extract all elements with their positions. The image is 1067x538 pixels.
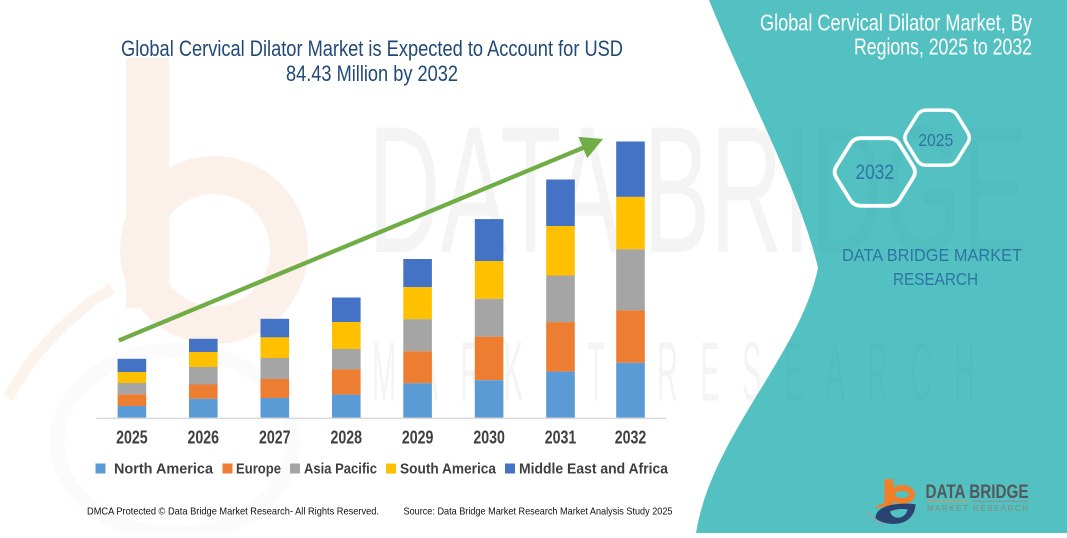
svg-text:Asia Pacific: Asia Pacific <box>304 461 377 478</box>
svg-text:Europe: Europe <box>236 461 281 478</box>
svg-text:DATA BRIDGE: DATA BRIDGE <box>926 482 1029 503</box>
svg-text:2032: 2032 <box>615 428 647 448</box>
svg-text:Global Cervical Dilator Market: Global Cervical Dilator Market is Expect… <box>121 36 623 61</box>
svg-text:2025: 2025 <box>116 428 148 448</box>
svg-text:2027: 2027 <box>259 428 291 448</box>
svg-text:South America: South America <box>400 461 497 478</box>
svg-text:2026: 2026 <box>188 428 220 448</box>
svg-text:2025: 2025 <box>918 130 953 150</box>
svg-text:MARKET RESEARCH: MARKET RESEARCH <box>927 504 1028 513</box>
svg-text:Global Cervical Dilator Market: Global Cervical Dilator Market, By <box>760 10 1032 36</box>
svg-text:2029: 2029 <box>402 428 434 448</box>
svg-text:2031: 2031 <box>545 428 577 448</box>
svg-text:DMCA Protected © Data Bridge M: DMCA Protected © Data Bridge Market Rese… <box>87 506 379 518</box>
svg-text:2028: 2028 <box>331 428 363 448</box>
svg-text:2030: 2030 <box>473 428 505 448</box>
svg-text:2032: 2032 <box>856 161 895 184</box>
svg-text:North America: North America <box>114 461 214 478</box>
svg-text:DATA BRIDGE MARKET: DATA BRIDGE MARKET <box>842 245 1022 265</box>
svg-text:RESEARCH: RESEARCH <box>893 269 978 289</box>
svg-text:Source: Data Bridge Market Res: Source: Data Bridge Market Research Mark… <box>404 506 673 518</box>
svg-text:Regions, 2025 to 2032: Regions, 2025 to 2032 <box>854 34 1032 60</box>
svg-text:Middle East and Africa: Middle East and Africa <box>519 461 669 478</box>
svg-text:84.43 Million by 2032: 84.43 Million by 2032 <box>286 61 458 86</box>
